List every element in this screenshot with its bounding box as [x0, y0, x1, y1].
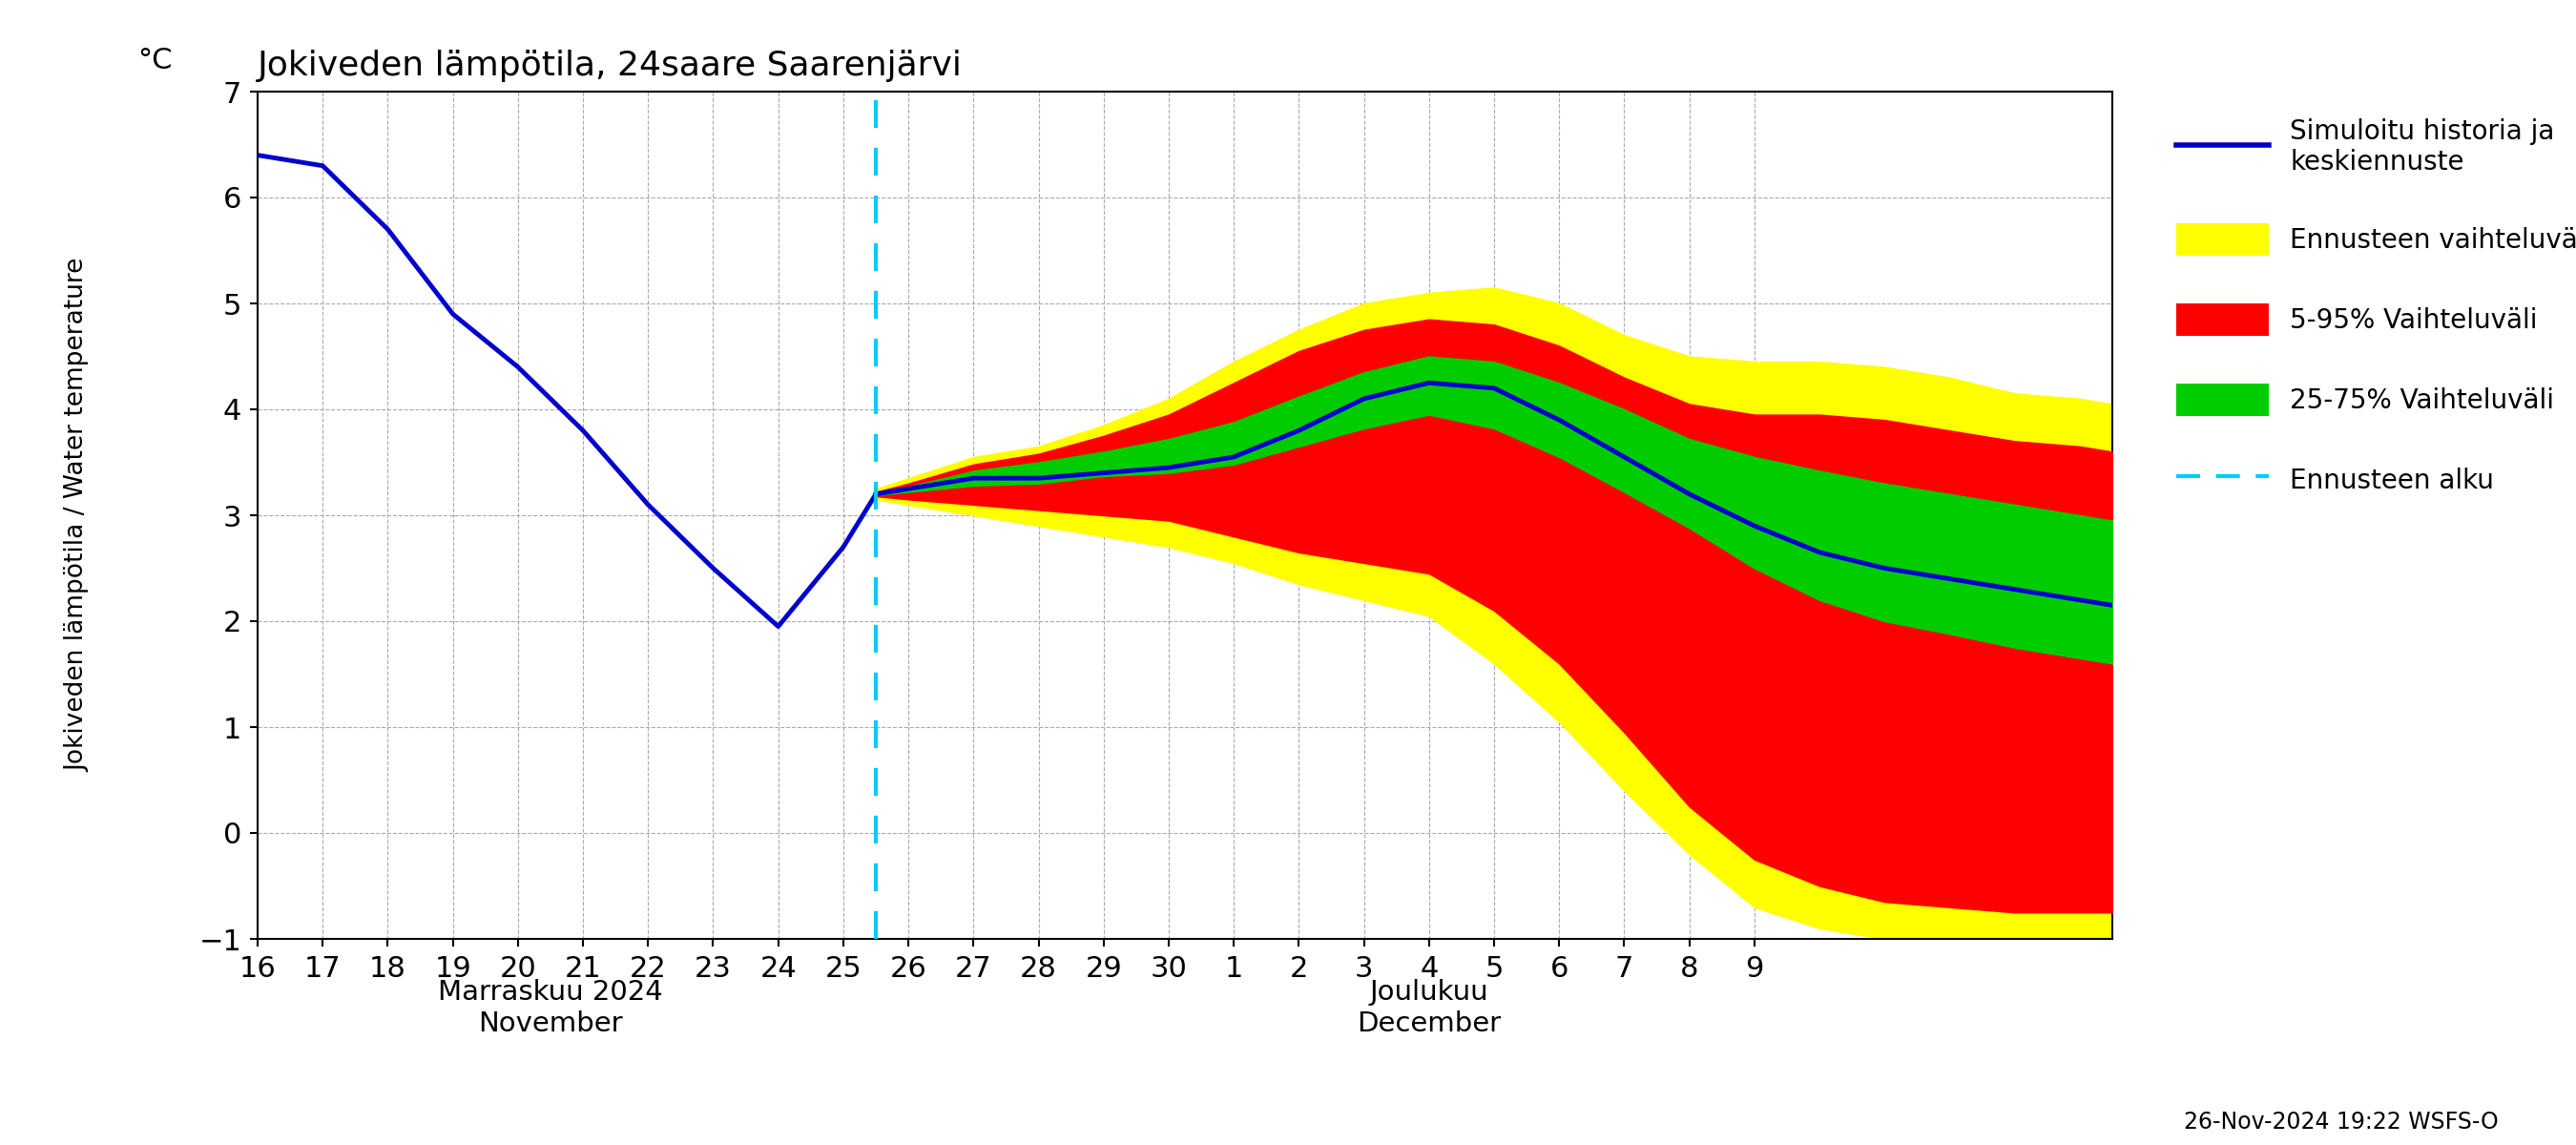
Text: Jokiveden lämpötila / Water temperature: Jokiveden lämpötila / Water temperature [64, 259, 90, 772]
Text: Marraskuu 2024
November: Marraskuu 2024 November [438, 979, 662, 1036]
Legend: Simuloitu historia ja
keskiennuste, Ennusteen vaihteluväli, 5-95% Vaihteluväli, : Simuloitu historia ja keskiennuste, Ennu… [2164, 105, 2576, 510]
Text: Jokiveden lämpötila, 24saare Saarenjärvi: Jokiveden lämpötila, 24saare Saarenjärvi [258, 50, 963, 82]
Text: Joulukuu
December: Joulukuu December [1358, 979, 1502, 1036]
Text: °C: °C [137, 47, 173, 74]
Text: 26-Nov-2024 19:22 WSFS-O: 26-Nov-2024 19:22 WSFS-O [2184, 1111, 2499, 1134]
